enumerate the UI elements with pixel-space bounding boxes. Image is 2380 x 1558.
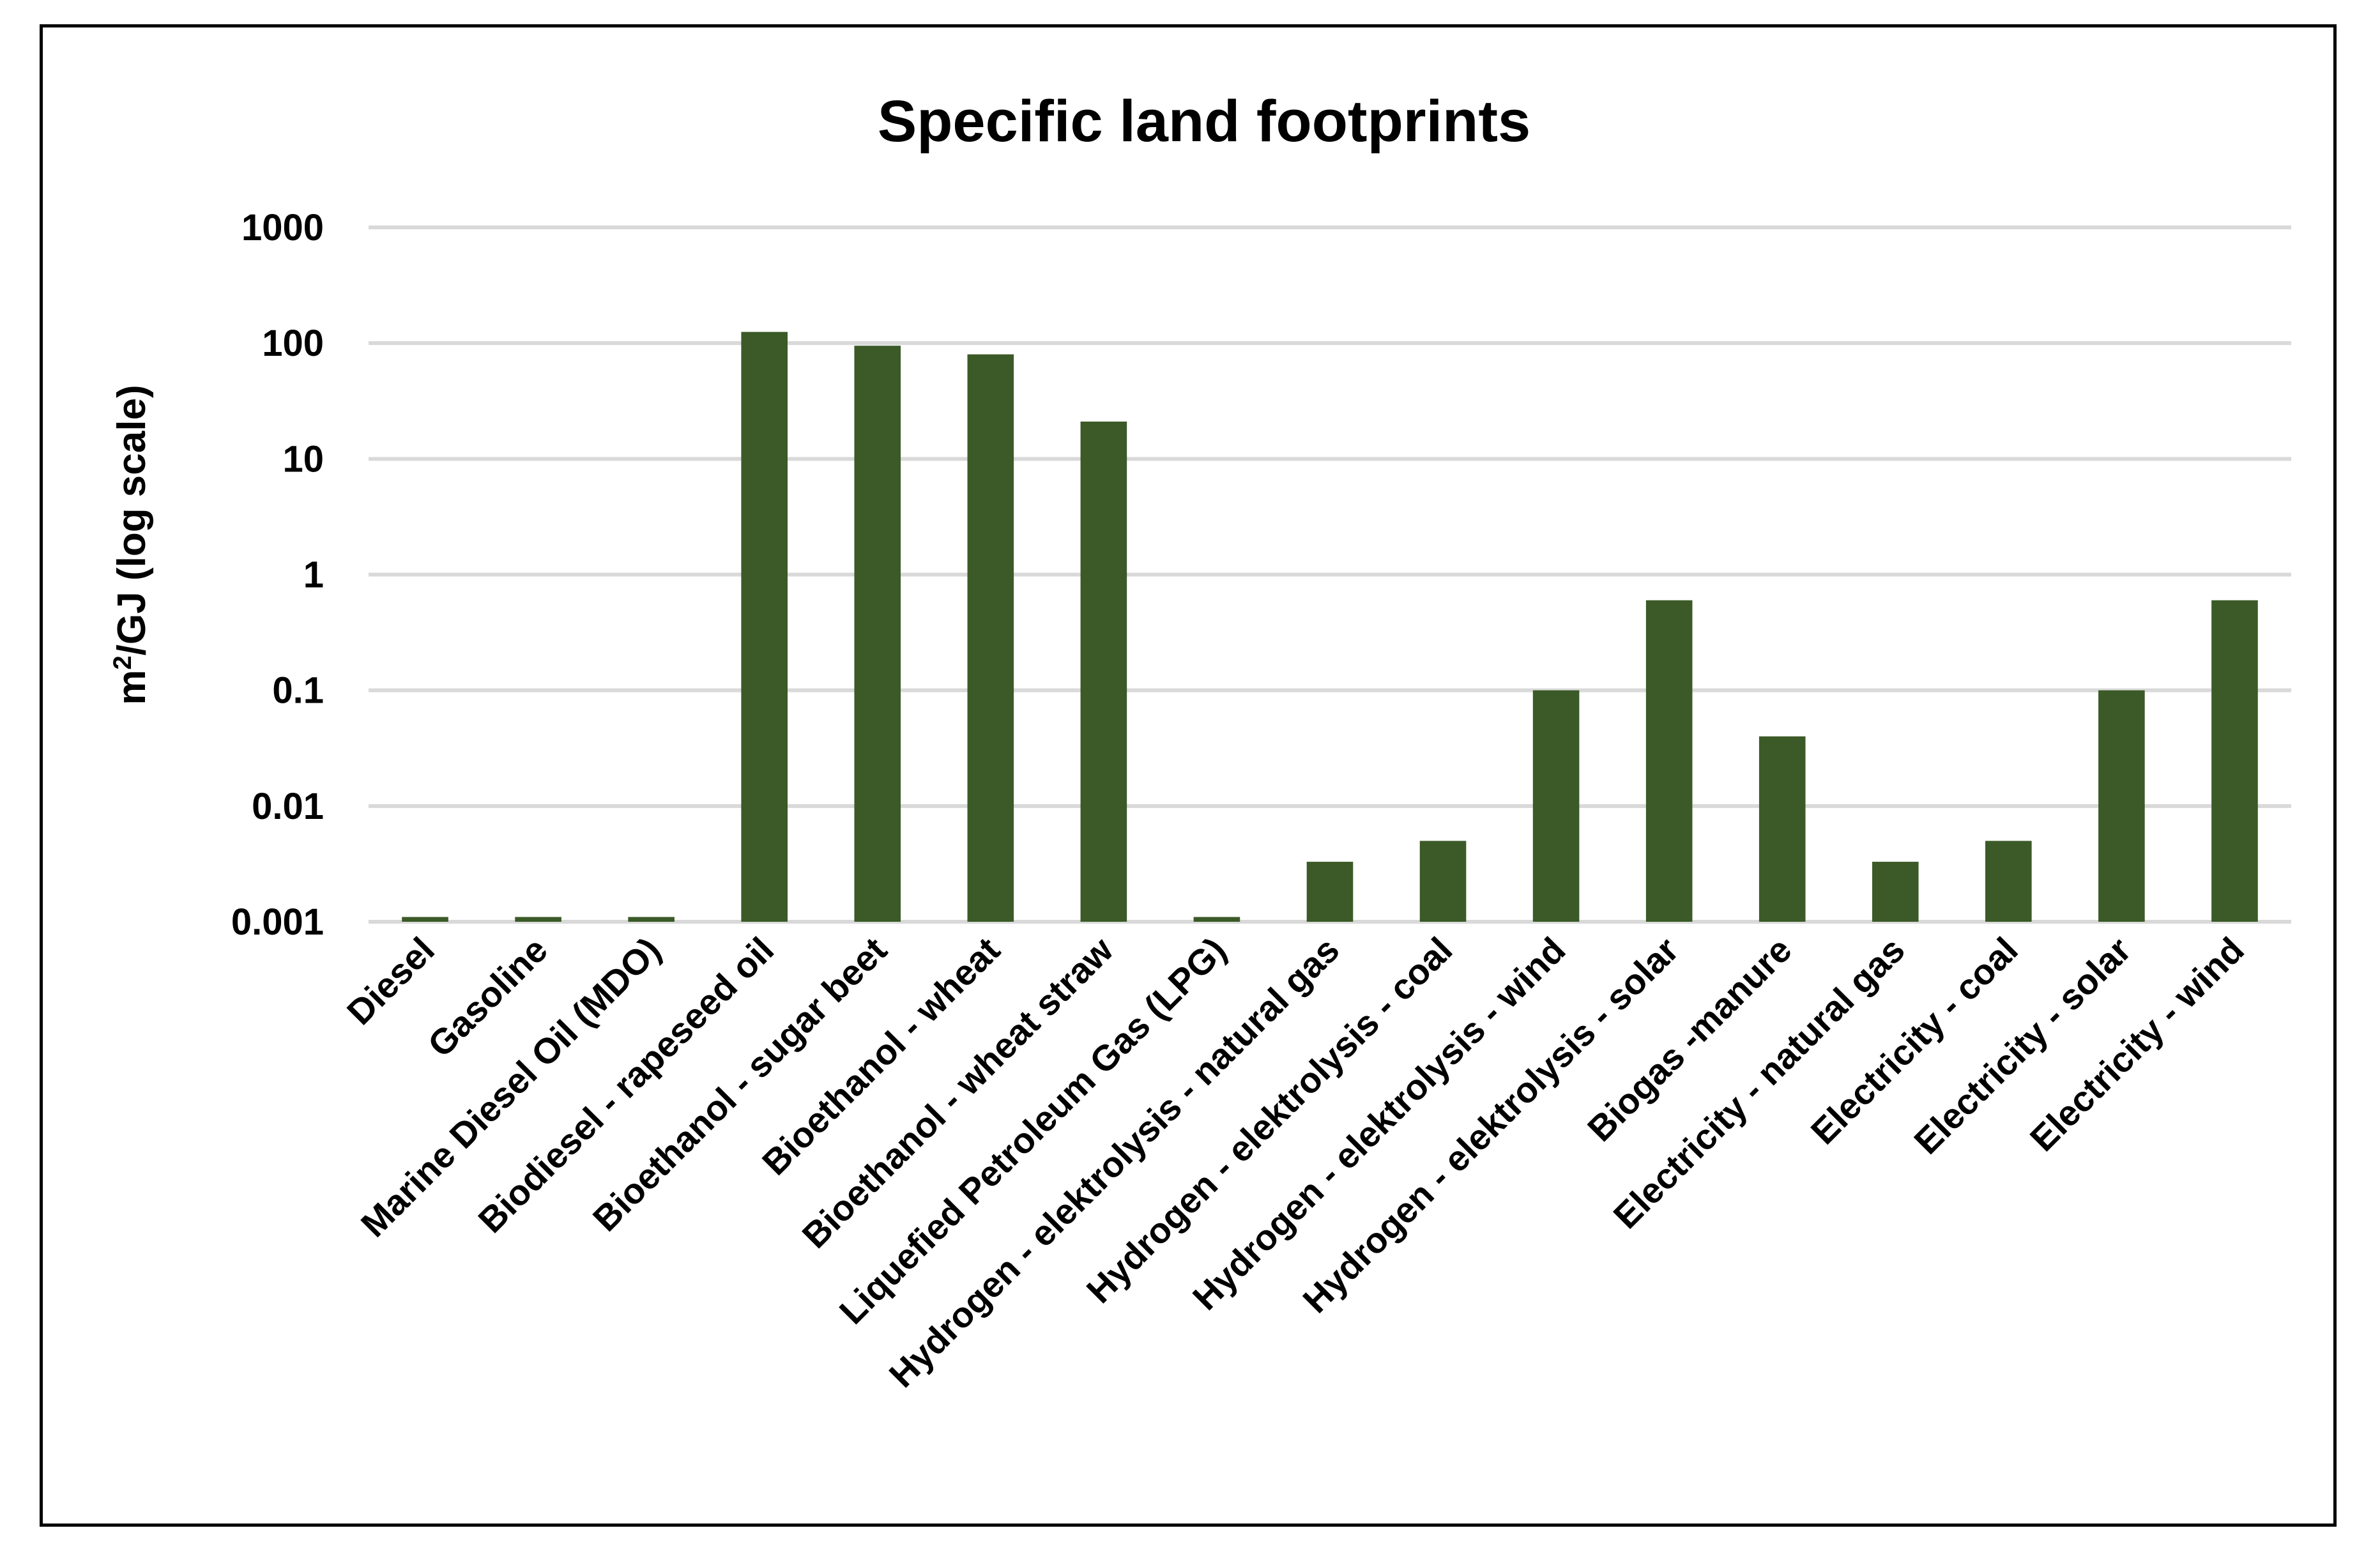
x-category-label: Electricity - solar <box>1906 929 2139 1162</box>
bar <box>628 917 675 922</box>
chart-title: Specific land footprints <box>878 89 1530 154</box>
gridlines <box>369 225 2291 924</box>
y-axis-title-rest: /GJ (log scale) <box>110 385 154 655</box>
bar <box>1193 917 1240 922</box>
bar-chart: Specific land footprints 0.001 0.01 0.1 1 10… <box>109 89 2291 1395</box>
bar <box>515 917 561 922</box>
bar <box>1419 841 1467 922</box>
bars <box>402 332 2258 922</box>
bar <box>1645 600 1693 922</box>
x-category-label: Electricity - wind <box>2022 929 2252 1159</box>
bar <box>967 354 1014 922</box>
y-tick-label: 0.001 <box>231 901 324 943</box>
y-axis-title-unit: m <box>110 669 154 705</box>
bar <box>1080 421 1127 922</box>
bar <box>854 346 901 922</box>
y-tick-label: 1 <box>303 554 324 596</box>
x-category-label: Biogas -manure <box>1580 929 1799 1149</box>
y-tick-label: 10 <box>282 438 324 480</box>
y-tick-label: 0.1 <box>272 670 324 712</box>
x-category-label: Diesel <box>339 929 442 1032</box>
bar <box>2098 690 2145 922</box>
x-category-label: Electricity - coal <box>1803 929 2025 1152</box>
bar <box>1872 862 1919 922</box>
y-tick-label: 100 <box>262 323 324 364</box>
bar <box>1306 862 1354 922</box>
y-axis-title: m2/GJ (log scale) <box>109 385 154 705</box>
y-tick-label: 1000 <box>241 207 324 248</box>
bar <box>402 917 448 922</box>
y-axis-ticks: 0.001 0.01 0.1 1 10 100 1000 <box>231 207 324 943</box>
chart-frame: Specific land footprints 0.001 0.01 0.1 1 10… <box>40 24 2337 1527</box>
bar <box>1985 841 2032 922</box>
bar <box>741 332 788 922</box>
bar <box>1758 736 1806 922</box>
y-tick-label: 0.01 <box>252 786 324 827</box>
bar <box>1532 690 1580 922</box>
y-axis-title-superscript: 2 <box>109 655 137 669</box>
bar <box>2211 600 2258 922</box>
